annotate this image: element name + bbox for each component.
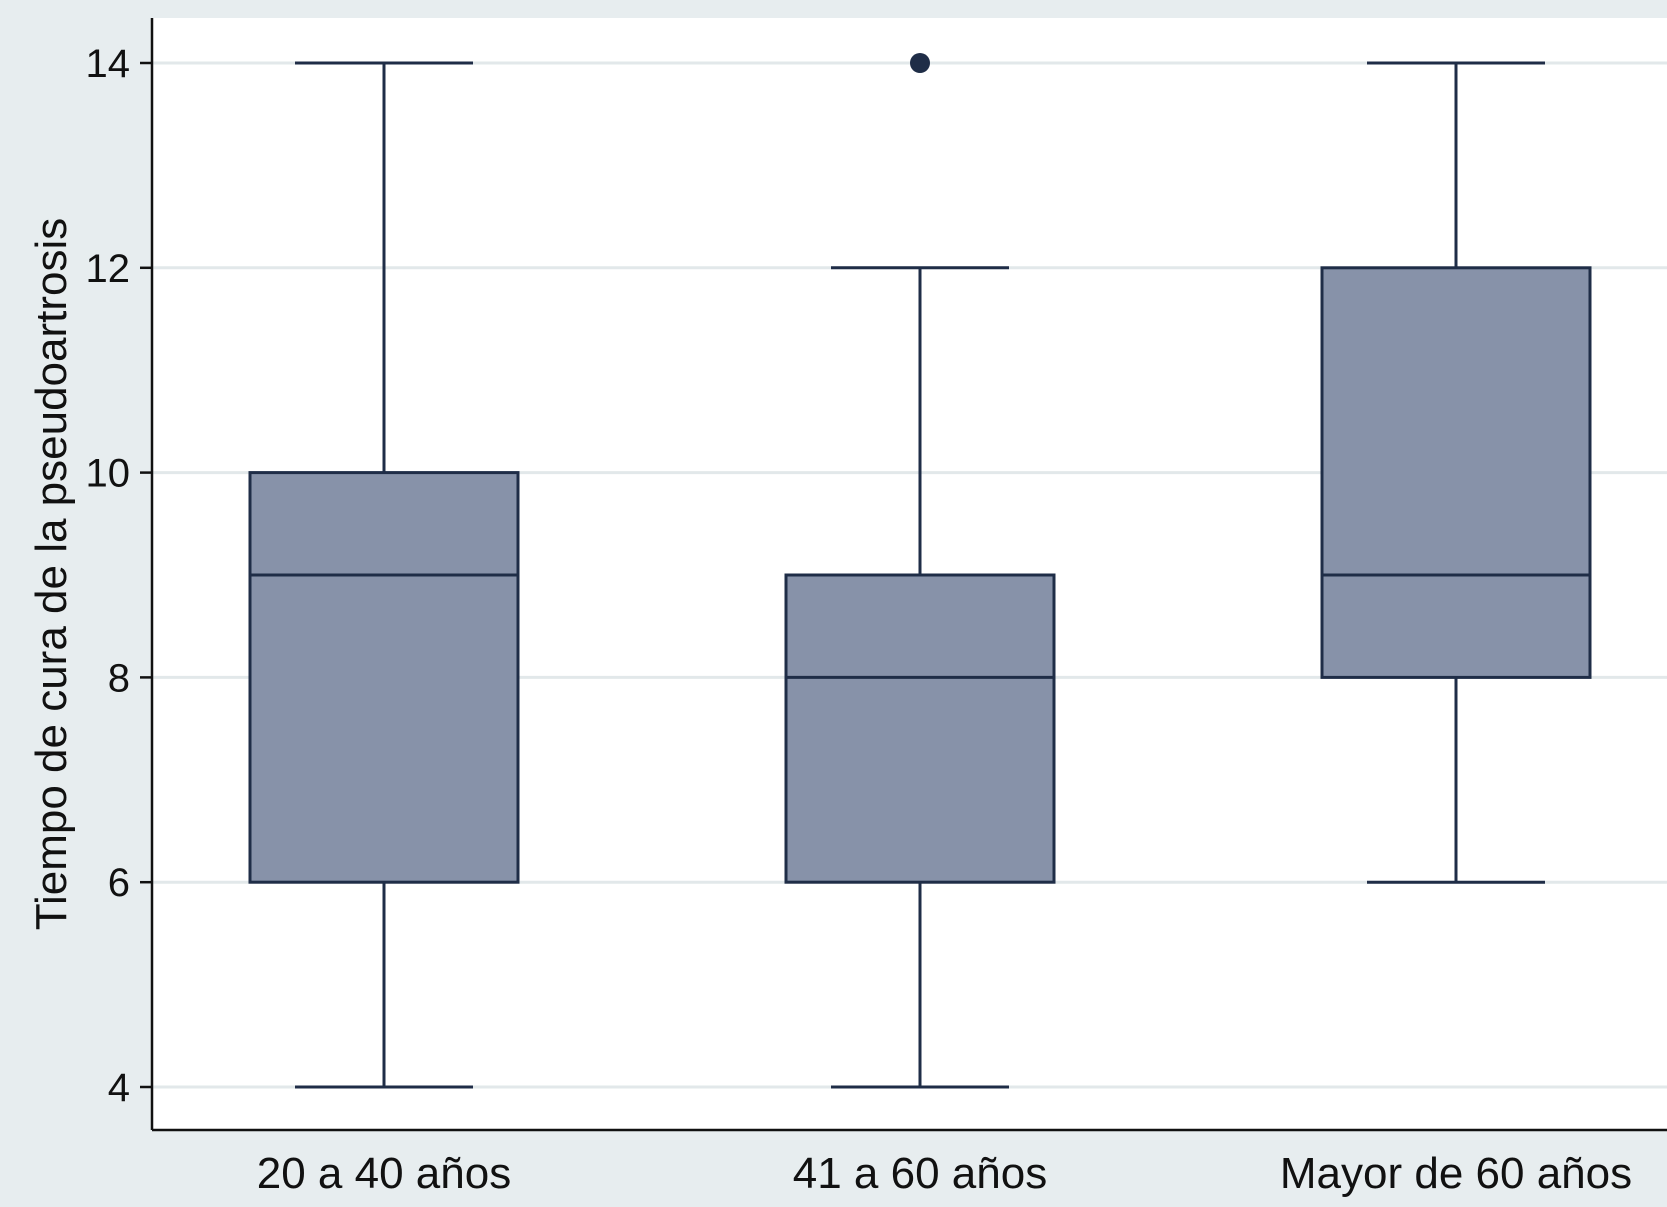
x-category-label: 41 a 60 años — [793, 1149, 1047, 1198]
box-group-1 — [248, 61, 520, 1089]
y-tick-label: 12 — [86, 247, 131, 291]
x-category-label: Mayor de 60 años — [1280, 1149, 1632, 1198]
y-tick-label: 10 — [86, 452, 131, 496]
x-category-labels: 20 a 40 años 41 a 60 años Mayor de 60 años — [257, 1149, 1632, 1198]
y-tick-label: 6 — [108, 861, 130, 905]
boxes — [248, 53, 1592, 1089]
iqr-box — [1320, 266, 1592, 679]
y-tick-label: 4 — [108, 1066, 130, 1110]
x-category-label: 20 a 40 años — [257, 1149, 511, 1198]
y-tick-label: 14 — [86, 42, 131, 86]
outlier-point — [910, 53, 930, 73]
box-group-3 — [1320, 61, 1592, 884]
y-axis-title: Tiempo de cura de la pseudoartrosis — [27, 218, 76, 931]
box-group-2 — [784, 53, 1056, 1089]
iqr-box — [248, 471, 520, 884]
iqr-box — [784, 573, 1056, 884]
y-tick-label: 8 — [108, 656, 130, 700]
axes — [150, 18, 1667, 1132]
y-ticks: 4 6 8 10 12 14 — [86, 42, 152, 1110]
